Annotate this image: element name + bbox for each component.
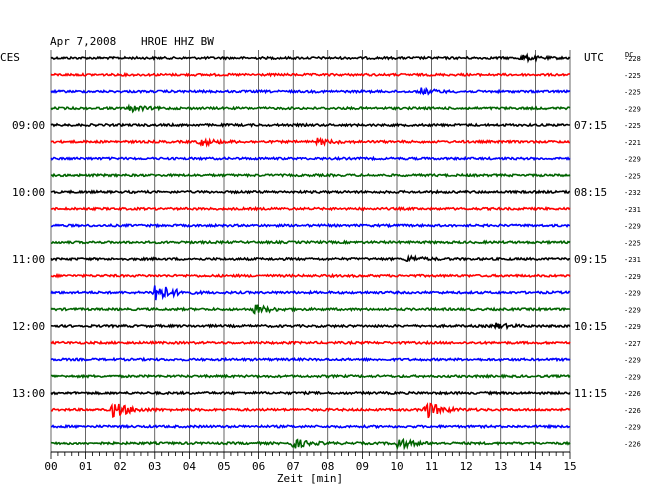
dc-offset-label: -226 — [624, 440, 641, 448]
x-tick-label: 03 — [148, 460, 161, 473]
dc-offset-label: -225 — [624, 172, 641, 180]
x-tick-label: 12 — [460, 460, 473, 473]
trace-row — [50, 52, 571, 64]
trace-row — [50, 402, 571, 419]
right-time-label: 11:15 — [574, 387, 607, 400]
dc-offset-label: -225 — [624, 89, 641, 97]
right-time-label: 10:15 — [574, 320, 607, 333]
trace-row — [51, 322, 571, 331]
dc-offset-label: -229 — [624, 306, 641, 314]
x-tick-label: 09 — [356, 460, 369, 473]
dc-offset-label: -229 — [624, 373, 641, 381]
trace-row — [50, 122, 571, 128]
x-axis-label: Zeit [min] — [277, 472, 343, 485]
dc-label: DC — [625, 51, 633, 59]
right-time-label: 09:15 — [574, 253, 607, 266]
trace-row — [50, 356, 571, 363]
trace-row — [50, 71, 570, 78]
trace-row — [51, 222, 570, 229]
left-time-label: 13:00 — [12, 387, 45, 400]
right-time-label: 07:15 — [574, 119, 607, 132]
dc-offset-label: -231 — [624, 256, 641, 264]
trace-row — [50, 253, 570, 263]
dc-offset-label: -229 — [624, 105, 641, 113]
x-tick-label: 06 — [252, 460, 265, 473]
left-time-label: 12:00 — [12, 320, 45, 333]
trace-row — [50, 373, 571, 380]
dc-offset-label: -229 — [624, 290, 641, 298]
dc-offset-label: -231 — [624, 206, 641, 214]
x-tick-label: 04 — [183, 460, 197, 473]
time-labels: 09:00 10:00 11:00 12:00 13:00 07:15 08:15 09:15… — [12, 55, 641, 448]
x-tick-label: 02 — [114, 460, 127, 473]
trace-row — [50, 423, 571, 430]
x-tick-label: 01 — [79, 460, 92, 473]
right-zone-label: UTC — [584, 51, 604, 64]
trace-row — [50, 189, 571, 195]
dc-offset-label: -228 — [624, 55, 641, 63]
dc-offset-label: -225 — [624, 239, 641, 247]
trace-row — [50, 390, 571, 396]
dc-offset-label: -229 — [624, 223, 641, 231]
x-tick-label: 00 — [44, 460, 57, 473]
trace-row — [50, 272, 571, 279]
trace-rows — [50, 52, 571, 451]
trace-row — [50, 172, 571, 179]
x-tick-label: 13 — [494, 460, 507, 473]
dc-offset-label: -225 — [624, 72, 641, 80]
station-label: HROE HHZ BW — [141, 35, 214, 48]
x-tick-label: 08 — [321, 460, 334, 473]
trace-row — [50, 103, 571, 114]
trace-row — [50, 136, 571, 148]
trace-row — [50, 304, 571, 315]
trace-row — [50, 155, 571, 162]
dc-offset-label: -229 — [624, 273, 641, 281]
dc-offset-label: -226 — [624, 390, 641, 398]
dc-offset-label: -221 — [624, 139, 641, 147]
dc-offset-label: -229 — [624, 357, 641, 365]
left-zone-label: CES — [0, 51, 20, 64]
dc-offset-label: -229 — [624, 424, 641, 432]
dc-offset-label: -225 — [624, 122, 641, 130]
x-tick-label: 14 — [529, 460, 543, 473]
dc-offset-label: -229 — [624, 323, 641, 331]
left-time-label: 10:00 — [12, 186, 45, 199]
date-label: Apr 7,2008 — [50, 35, 116, 48]
dc-offset-label: -232 — [624, 189, 641, 197]
x-axis: 00 01 02 03 04 05 06 07 08 09 10 11 12 13 14 15 — [44, 451, 577, 473]
trace-row — [50, 239, 571, 246]
right-time-label: 08:15 — [574, 186, 607, 199]
x-tick-label: 11 — [425, 460, 438, 473]
left-time-label: 09:00 — [12, 119, 45, 132]
left-time-label: 11:00 — [12, 253, 45, 266]
trace-row — [50, 86, 571, 96]
dc-offset-label: -227 — [624, 340, 641, 348]
minute-grid — [50, 50, 571, 452]
x-tick-label: 10 — [390, 460, 403, 473]
dc-offset-label: -226 — [624, 407, 641, 415]
x-tick-label: 15 — [563, 460, 576, 473]
trace-row — [50, 339, 571, 346]
dc-offset-label: -229 — [624, 156, 641, 164]
trace-row — [50, 285, 571, 301]
x-tick-label: 07 — [287, 460, 300, 473]
trace-row — [50, 205, 571, 212]
trace-row — [50, 437, 571, 451]
x-tick-label: 05 — [217, 460, 230, 473]
